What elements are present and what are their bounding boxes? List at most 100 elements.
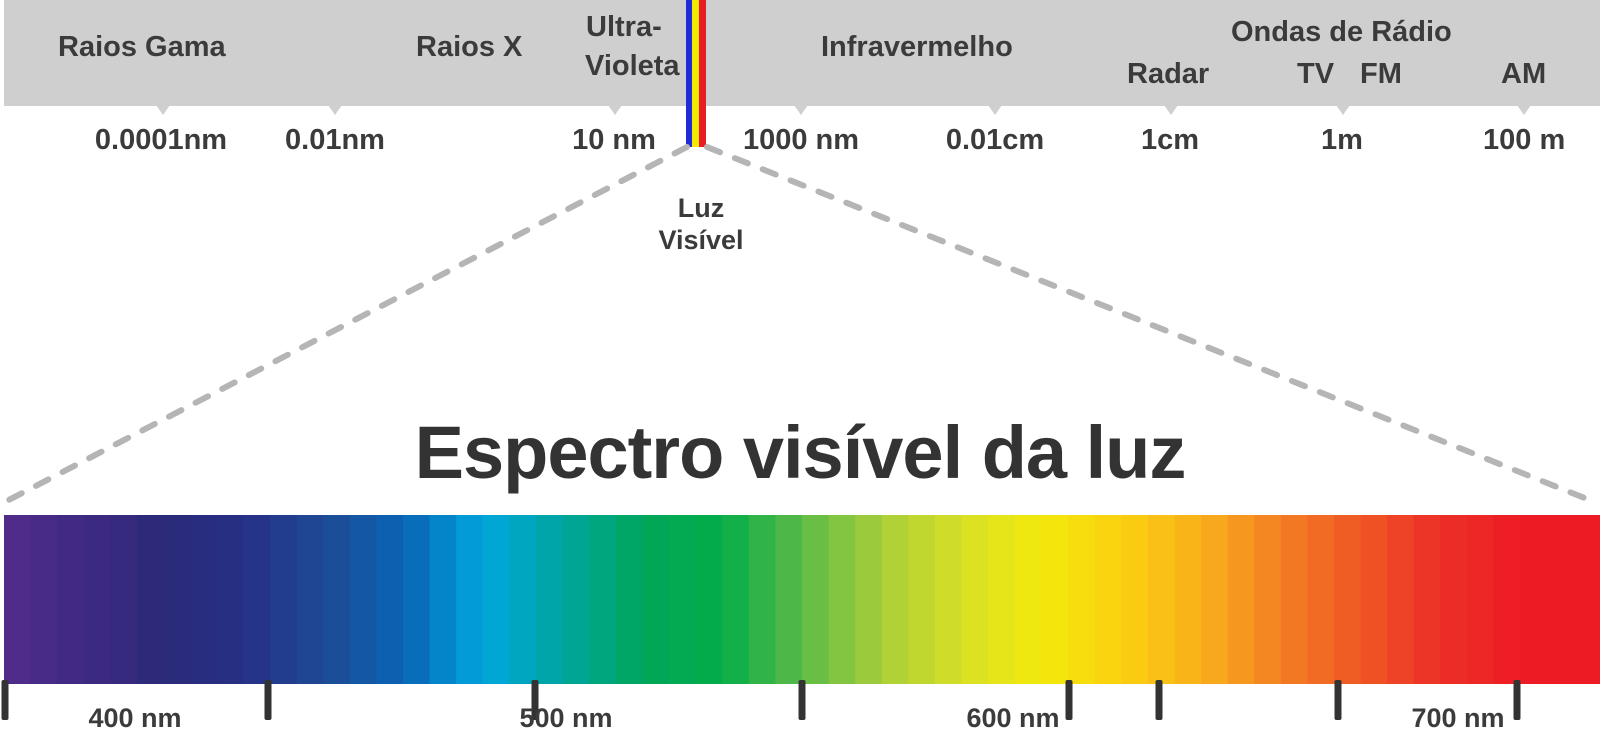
region-label-fm: FM <box>1360 58 1402 90</box>
spectrum-band <box>1493 515 1521 684</box>
wavelength-label: 1cm <box>1140 124 1200 156</box>
wavelength-pointer <box>328 105 342 115</box>
region-label-uv-line1: Ultra- <box>586 11 662 43</box>
spectrum-band <box>1254 515 1282 684</box>
spectrum-band <box>855 515 883 684</box>
wavelength-label: 1000 nm <box>742 124 860 156</box>
visible-light-label-line2: Visível <box>658 225 744 255</box>
spectrum-band <box>828 515 856 684</box>
wavelength-label: 0.01nm <box>285 124 385 156</box>
spectrum-band <box>296 515 324 684</box>
spectrum-band <box>642 515 670 684</box>
spectrum-band <box>1307 515 1335 684</box>
zoom-line-left <box>0 144 690 506</box>
spectrum-band <box>1360 515 1388 684</box>
spectrum-band <box>988 515 1016 684</box>
spectrum-band <box>536 515 564 684</box>
em-spectrum-band <box>4 0 1600 106</box>
spectrum-band <box>4 515 32 684</box>
spectrum-band <box>1413 515 1441 684</box>
spectrum-band <box>775 515 803 684</box>
wavelength-label: 10 nm <box>572 124 656 156</box>
spectrum-band <box>802 515 830 684</box>
visible-spectrum-title: Espectro visível da luz <box>414 411 1187 494</box>
region-label-tv: TV <box>1297 58 1335 90</box>
spectrum-band <box>190 515 218 684</box>
spectrum-band <box>1147 515 1175 684</box>
spectrum-band <box>1334 515 1362 684</box>
wavelength-pointer <box>1517 105 1531 115</box>
wavelength-pointer <box>608 105 622 115</box>
spectrum-band <box>376 515 404 684</box>
spectrum-band <box>1068 515 1096 684</box>
spectrum-band <box>57 515 85 684</box>
spectrum-band <box>216 515 244 684</box>
axis-label: 500 nm <box>519 703 613 733</box>
wavelength-label: 0.01cm <box>945 124 1045 156</box>
spectrum-band <box>1467 515 1495 684</box>
axis-tick <box>1334 680 1342 720</box>
spectrum-band <box>695 515 723 684</box>
axis-tick <box>531 680 539 720</box>
spectrum-band <box>403 515 431 684</box>
spectrum-band <box>1546 515 1574 684</box>
spectrum-band <box>562 515 590 684</box>
spectrum-band <box>1094 515 1122 684</box>
spectrum-band <box>1121 515 1149 684</box>
axis-tick <box>1155 680 1163 720</box>
spectrum-band <box>748 515 776 684</box>
wavelength-pointer <box>794 105 808 115</box>
spectrum-band <box>1280 515 1308 684</box>
spectrum-band <box>881 515 909 684</box>
axis-tick <box>1 680 9 720</box>
spectrum-band <box>1041 515 1069 684</box>
spectrum-band <box>908 515 936 684</box>
spectrum-band <box>1014 515 1042 684</box>
wavelength-label: 1m <box>1321 124 1363 156</box>
spectrum-band <box>935 515 963 684</box>
axis-label: 600 nm <box>966 703 1060 733</box>
spectrum-band <box>270 515 298 684</box>
region-label-infrared: Infravermelho <box>821 31 1013 63</box>
wavelength-pointer <box>1336 105 1350 115</box>
spectrum-band <box>30 515 58 684</box>
axis-label: 400 nm <box>88 703 182 733</box>
axis-tick <box>1513 680 1521 720</box>
spectrum-band <box>163 515 191 684</box>
visible-strip-red <box>699 0 706 147</box>
region-label-am: AM <box>1501 58 1547 90</box>
spectrum-band <box>669 515 697 684</box>
axis-tick <box>264 680 272 720</box>
region-label-radar: Radar <box>1127 58 1210 90</box>
region-label-gamma: Raios Gama <box>58 31 226 63</box>
spectrum-band <box>1573 515 1600 684</box>
spectrum-band <box>1227 515 1255 684</box>
spectrum-band <box>482 515 510 684</box>
axis-label: 700 nm <box>1411 703 1505 733</box>
wavelength-pointer <box>1164 105 1178 115</box>
spectrum-band <box>1520 515 1548 684</box>
wavelength-label: 100 m <box>1483 124 1566 156</box>
spectrum-band <box>589 515 617 684</box>
region-label-radio: Ondas de Rádio <box>1231 16 1452 48</box>
spectrum-band <box>1440 515 1468 684</box>
spectrum-band <box>1387 515 1415 684</box>
spectrum-band <box>83 515 111 684</box>
spectrum-band <box>1201 515 1229 684</box>
spectrum-band <box>456 515 484 684</box>
spectrum-band <box>323 515 351 684</box>
region-label-uv-line2: Violeta <box>585 50 680 82</box>
spectrum-band <box>509 515 537 684</box>
spectrum-band <box>722 515 750 684</box>
spectrum-band <box>961 515 989 684</box>
axis-tick <box>1065 680 1073 720</box>
visible-strip-yellow <box>692 0 699 147</box>
zoom-line-right <box>704 144 1600 506</box>
axis-tick <box>798 680 806 720</box>
spectrum-band <box>429 515 457 684</box>
spectrum-band <box>243 515 271 684</box>
spectrum-band <box>349 515 377 684</box>
spectrum-band <box>615 515 643 684</box>
